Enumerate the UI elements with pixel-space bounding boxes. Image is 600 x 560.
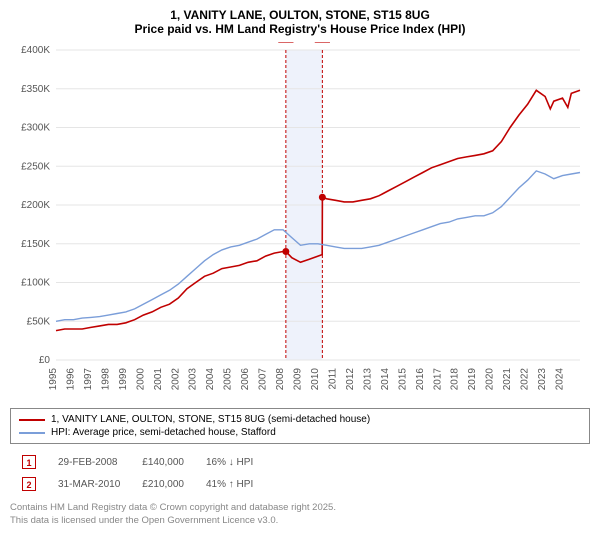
- svg-text:2017: 2017: [432, 368, 443, 391]
- svg-text:2009: 2009: [293, 368, 304, 391]
- svg-text:2002: 2002: [170, 368, 181, 391]
- transaction-price: £210,000: [132, 474, 194, 494]
- footer-line-1: Contains HM Land Registry data © Crown c…: [10, 502, 590, 515]
- svg-text:£300K: £300K: [21, 123, 50, 134]
- legend-swatch: [19, 432, 45, 434]
- svg-text:2012: 2012: [345, 368, 356, 391]
- footer-line-2: This data is licensed under the Open Gov…: [10, 515, 590, 528]
- svg-text:1996: 1996: [65, 368, 76, 391]
- transaction-marker: 2: [22, 477, 36, 491]
- svg-text:2004: 2004: [205, 368, 216, 391]
- title-line-2: Price paid vs. HM Land Registry's House …: [10, 22, 590, 36]
- title-line-1: 1, VANITY LANE, OULTON, STONE, ST15 8UG: [10, 8, 590, 22]
- svg-text:1997: 1997: [83, 368, 94, 391]
- svg-text:2022: 2022: [520, 368, 531, 391]
- svg-text:2016: 2016: [415, 368, 426, 391]
- chart-area: £0 £50K £100K £150K £200K £250K £300K £350K £400…: [10, 42, 590, 402]
- transactions-table: 1 29-FEB-2008 £140,000 16% ↓ HPI 2 31-MA…: [10, 450, 265, 496]
- transaction-marker: 1: [22, 455, 36, 469]
- transaction-date: 29-FEB-2008: [48, 452, 130, 472]
- svg-text:2003: 2003: [188, 368, 199, 391]
- legend-item: 1, VANITY LANE, OULTON, STONE, ST15 8UG …: [19, 413, 581, 426]
- svg-text:£200K: £200K: [21, 200, 50, 211]
- svg-text:£0: £0: [39, 355, 51, 366]
- chart-container: 1, VANITY LANE, OULTON, STONE, ST15 8UG …: [0, 0, 600, 534]
- svg-text:£150K: £150K: [21, 239, 50, 250]
- svg-text:£50K: £50K: [27, 316, 51, 327]
- svg-text:2024: 2024: [555, 368, 566, 391]
- svg-text:2007: 2007: [258, 368, 269, 391]
- transaction-delta: 41% ↑ HPI: [196, 474, 263, 494]
- svg-text:2006: 2006: [240, 368, 251, 391]
- table-row: 1 29-FEB-2008 £140,000 16% ↓ HPI: [12, 452, 263, 472]
- legend-label: HPI: Average price, semi-detached house,…: [51, 427, 276, 438]
- svg-text:2019: 2019: [467, 368, 478, 391]
- svg-text:£350K: £350K: [21, 84, 50, 95]
- legend-swatch: [19, 419, 45, 421]
- svg-text:1999: 1999: [118, 368, 129, 391]
- svg-text:2015: 2015: [397, 368, 408, 391]
- svg-text:2021: 2021: [502, 368, 513, 391]
- title-block: 1, VANITY LANE, OULTON, STONE, ST15 8UG …: [10, 8, 590, 36]
- svg-text:£100K: £100K: [21, 278, 50, 289]
- svg-text:2014: 2014: [380, 368, 391, 391]
- svg-text:2001: 2001: [153, 368, 164, 391]
- transaction-price: £140,000: [132, 452, 194, 472]
- svg-text:1998: 1998: [100, 368, 111, 391]
- svg-text:2008: 2008: [275, 368, 286, 391]
- svg-text:£400K: £400K: [21, 45, 50, 56]
- legend-label: 1, VANITY LANE, OULTON, STONE, ST15 8UG …: [51, 414, 370, 425]
- svg-text:2018: 2018: [450, 368, 461, 391]
- transaction-delta: 16% ↓ HPI: [196, 452, 263, 472]
- svg-text:£250K: £250K: [21, 161, 50, 172]
- svg-text:2011: 2011: [327, 368, 338, 390]
- legend: 1, VANITY LANE, OULTON, STONE, ST15 8UG …: [10, 408, 590, 444]
- svg-text:2013: 2013: [362, 368, 373, 391]
- svg-text:2000: 2000: [135, 368, 146, 391]
- table-row: 2 31-MAR-2010 £210,000 41% ↑ HPI: [12, 474, 263, 494]
- svg-text:2020: 2020: [485, 368, 496, 391]
- transaction-date: 31-MAR-2010: [48, 474, 130, 494]
- footer: Contains HM Land Registry data © Crown c…: [10, 502, 590, 528]
- chart-svg: £0 £50K £100K £150K £200K £250K £300K £350K £400…: [10, 42, 590, 402]
- svg-text:2023: 2023: [537, 368, 548, 391]
- legend-item: HPI: Average price, semi-detached house,…: [19, 426, 581, 439]
- svg-text:2005: 2005: [223, 368, 234, 391]
- svg-text:2010: 2010: [310, 368, 321, 391]
- svg-text:1995: 1995: [48, 368, 59, 391]
